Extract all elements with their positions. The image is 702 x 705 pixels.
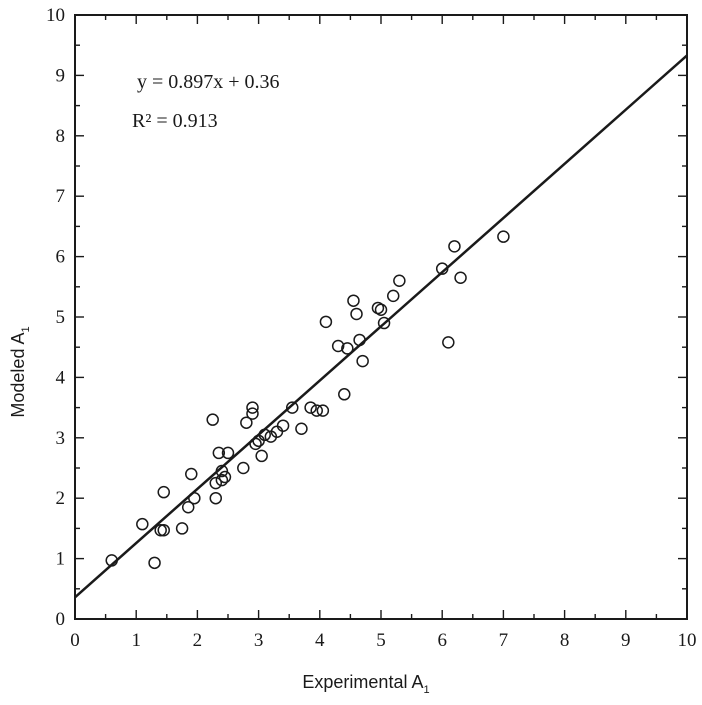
- data-point: [206, 413, 219, 426]
- y-tick-label: 9: [56, 65, 66, 86]
- data-point: [157, 523, 170, 537]
- data-point: [310, 404, 323, 417]
- x-tick-label: 0: [70, 630, 80, 651]
- data-point: [393, 274, 406, 288]
- x-tick-label: 9: [621, 630, 631, 651]
- data-point: [316, 404, 330, 417]
- y-tick-label: 10: [46, 5, 65, 26]
- x-axis-title-main: Experimental A: [302, 672, 423, 692]
- data-point: [255, 449, 268, 463]
- data-point: [286, 401, 299, 414]
- data-point: [175, 522, 189, 535]
- data-point: [276, 419, 290, 432]
- data-point: [221, 446, 235, 460]
- data-point: [295, 422, 308, 435]
- y-axis-title-main: Modeled A: [8, 333, 28, 418]
- x-tick-label: 8: [560, 630, 570, 651]
- data-point: [356, 354, 369, 368]
- data-point: [350, 307, 363, 321]
- y-tick-label: 0: [56, 609, 66, 630]
- x-axis-title: Experimental A1: [302, 672, 429, 696]
- data-point: [374, 303, 388, 317]
- data-point: [435, 262, 449, 275]
- data-point: [347, 294, 360, 307]
- data-point: [215, 464, 229, 478]
- data-point: [237, 461, 250, 475]
- data-point: [154, 523, 167, 537]
- data-point: [185, 467, 198, 481]
- data-point: [442, 336, 455, 349]
- x-tick-label: 10: [678, 630, 697, 651]
- data-point: [353, 333, 366, 347]
- data-point: [215, 473, 229, 487]
- data-point: [218, 470, 232, 484]
- data-point: [209, 476, 223, 490]
- data-point: [188, 491, 201, 505]
- y-tick-label: 3: [56, 428, 66, 449]
- regression-line: [74, 54, 688, 599]
- plot-frame: [74, 14, 688, 620]
- data-point: [136, 517, 149, 531]
- data-point: [258, 428, 271, 442]
- data-point: [181, 501, 195, 514]
- x-axis-title-subscript: 1: [423, 684, 429, 696]
- x-tick-label: 5: [376, 630, 386, 651]
- data-points: [105, 230, 510, 570]
- y-tick-label: 1: [56, 549, 66, 570]
- data-point: [252, 434, 265, 448]
- data-point: [341, 342, 354, 355]
- axis-ticks: [75, 15, 687, 619]
- data-point: [212, 446, 226, 460]
- data-point: [240, 416, 253, 429]
- data-point: [246, 401, 259, 414]
- y-axis-title-subscript: 1: [20, 326, 32, 332]
- x-tick-label: 4: [315, 630, 325, 651]
- data-point: [157, 485, 170, 499]
- data-point: [386, 289, 400, 303]
- data-point: [331, 339, 345, 353]
- data-point: [209, 491, 223, 505]
- data-point: [105, 554, 118, 567]
- data-point: [319, 315, 333, 329]
- x-tick-label: 7: [499, 630, 509, 651]
- y-tick-label: 7: [56, 186, 66, 207]
- y-tick-label: 5: [56, 307, 66, 328]
- x-tick-label: 2: [193, 630, 203, 651]
- x-tick-label: 1: [131, 630, 141, 651]
- data-point: [497, 230, 510, 243]
- y-axis-title: Modeled A1: [8, 326, 32, 417]
- data-point: [454, 271, 467, 284]
- x-tick-label: 3: [254, 630, 264, 651]
- r-squared-annotation: R² = 0.913: [132, 110, 218, 132]
- data-point: [304, 401, 317, 414]
- data-point: [148, 556, 161, 570]
- x-tick-label: 6: [437, 630, 447, 651]
- y-tick-label: 6: [56, 247, 66, 268]
- data-point: [246, 407, 259, 420]
- y-tick-label: 2: [56, 488, 66, 509]
- axis-tick-labels: 0 1 2 3 4 5 6 7 8 9 10 0 1 2 3 4 5 6 7 8 9 10: [46, 5, 697, 651]
- y-tick-label: 8: [56, 126, 66, 147]
- data-point: [448, 240, 461, 253]
- data-point: [249, 437, 262, 451]
- data-point: [377, 316, 391, 330]
- y-tick-label: 4: [56, 367, 66, 388]
- equation-annotation: y = 0.897x + 0.36: [137, 71, 280, 93]
- data-point: [338, 388, 351, 401]
